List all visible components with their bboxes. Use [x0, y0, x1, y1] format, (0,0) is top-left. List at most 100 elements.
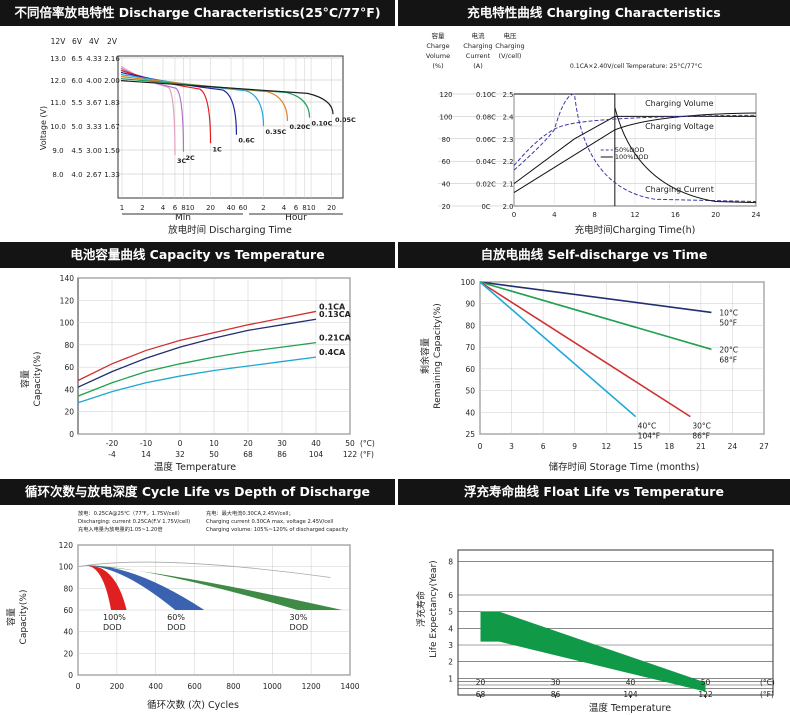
- x-tick-label: 16: [671, 211, 680, 219]
- x-tick-label: 12: [631, 211, 640, 219]
- y-tick-label: 50: [465, 387, 475, 396]
- y-axis-label: Capacity(%): [33, 352, 43, 407]
- y-tick-label: 40: [465, 408, 475, 417]
- x-tick-label: 800: [226, 682, 241, 691]
- y-tick-label: 80: [442, 136, 451, 144]
- series-label: 0.35C: [266, 128, 287, 136]
- x-tick-label: 10: [307, 204, 316, 212]
- current-100-line: [614, 107, 757, 204]
- y-tick-label: 1: [448, 674, 453, 683]
- series-label: 40°C: [638, 422, 657, 431]
- series-label: 10°C: [719, 308, 738, 317]
- x-tick-label: 8: [592, 211, 596, 219]
- x-tick-label: 122: [343, 450, 358, 459]
- x-axis-label: 储存时间 Storage Time (months): [549, 461, 700, 473]
- x-tick-label: 20: [711, 211, 720, 219]
- self-discharge-chart: 剩余容量 Remaining Capacity(%) 1009080706050…: [419, 278, 769, 473]
- voltage-tick-label: 6.5: [71, 55, 82, 63]
- y-tick-label: 2.5: [503, 91, 514, 99]
- x-axis-label: 充电时间Charging Time(h): [575, 224, 696, 236]
- x-tick-label: 21: [696, 442, 706, 451]
- voltage-tick-label: 12.0: [50, 77, 66, 85]
- panel-title: 浮充寿命曲线 Float Life vs Temperature: [398, 479, 790, 505]
- dod-label: 60%: [167, 613, 185, 622]
- column-header: Charging: [495, 42, 524, 50]
- x-tick-label: 3: [509, 442, 514, 451]
- x-tick-label: 50: [701, 678, 711, 687]
- note-text: Discharging: current 0.25CA(F.V 1.75V/ce…: [78, 519, 190, 525]
- dod-label: DOD: [167, 623, 186, 632]
- x-tick-label: 32: [175, 450, 185, 459]
- series-line: [120, 71, 238, 135]
- y-tick-label: 120: [440, 91, 453, 99]
- x-tick-label: 10: [186, 204, 195, 212]
- voltage-header: 4V: [89, 37, 100, 46]
- x-unit-label: (°F): [760, 690, 774, 699]
- voltage-tick-label: 3.00: [86, 147, 102, 155]
- y-axis-label: Voltage (V): [39, 106, 48, 150]
- x-tick-label: 20: [476, 678, 486, 687]
- x-axis-label: 放电时间 Discharging Time: [168, 224, 292, 236]
- y-axis-label: Capacity(%): [19, 590, 29, 645]
- series-line: [120, 80, 334, 115]
- series-label: 0.13CA: [319, 310, 352, 319]
- series-label: 0.4CA: [319, 348, 346, 357]
- y-tick-label: 0C: [481, 203, 490, 211]
- x-tick-label: 50: [209, 450, 219, 459]
- y-tick-label: 0.10C: [476, 91, 496, 99]
- x-tick-label: 68: [243, 450, 253, 459]
- voltage-tick-label: 2.16: [104, 55, 120, 63]
- charging-chart: 容量 Charge Volume (%) 电流 Charging Current (A) 电压 C…: [426, 31, 761, 236]
- y-axis-label-cn: 浮充寿命: [415, 591, 427, 627]
- series-label: 20°C: [719, 345, 738, 354]
- x-tick-label: 60: [239, 204, 248, 212]
- series-line: [120, 73, 265, 127]
- reference-curve: [77, 561, 331, 578]
- plot-frame: [457, 549, 774, 696]
- x-tick-label: 20: [327, 204, 336, 212]
- x-tick-label: 104: [309, 450, 324, 459]
- voltage-tick-label: 8.0: [52, 171, 63, 179]
- y-tick-label: 60: [465, 365, 475, 374]
- dod-band: [85, 565, 205, 610]
- series-label: 0.6C: [238, 137, 255, 145]
- panel-title: 不同倍率放电特性 Discharge Characteristics(25°C/…: [0, 0, 395, 26]
- note-text: Charging volume: 105%~120% of discharged…: [206, 527, 348, 533]
- x-tick-label: 104: [623, 690, 638, 699]
- x-tick-label: -20: [106, 439, 118, 448]
- x-tick-label: 9: [572, 442, 577, 451]
- voltage-tick-label: 11.0: [50, 99, 66, 107]
- x-tick-label: 40: [626, 678, 636, 687]
- series-label: 1C: [213, 145, 223, 153]
- series-line: [479, 281, 637, 418]
- chart-note: 0.1CA×2.40V/cell Temperature: 25°C/77°C: [570, 62, 702, 70]
- y-tick-label: 70: [465, 343, 475, 352]
- series-label: 2C: [185, 154, 195, 162]
- x-tick-label: 1: [120, 204, 124, 212]
- column-header: Charge: [426, 42, 449, 50]
- x-tick-label: 4: [161, 204, 166, 212]
- panel-cycle-life: 循环次数与放电深度 Cycle Life vs Depth of Dischar…: [0, 479, 395, 715]
- x-group-hour: Hour: [285, 213, 307, 223]
- series-label: Charging Current: [645, 185, 714, 194]
- y-tick-label: 40: [64, 385, 74, 394]
- y-tick-label: 8: [448, 558, 453, 567]
- dod-band: [85, 565, 343, 610]
- y-tick-label: 40: [442, 181, 451, 189]
- dod-label: 30%: [290, 613, 308, 622]
- voltage-tick-label: 5.5: [71, 99, 82, 107]
- voltage-tick-label: 10.0: [50, 123, 66, 131]
- panel-discharge: 不同倍率放电特性 Discharge Characteristics(25°C/…: [0, 0, 395, 240]
- x-tick-label: 8: [302, 204, 306, 212]
- x-tick-label: 68: [476, 690, 486, 699]
- voltage-header: 2V: [107, 37, 118, 46]
- series-line: [77, 341, 317, 397]
- x-tick-label: 4: [552, 211, 557, 219]
- x-tick-label: 1000: [263, 682, 282, 691]
- series-label: Charging Voltage: [645, 122, 714, 131]
- x-tick-label: 14: [141, 450, 151, 459]
- column-header: 电流: [472, 31, 486, 40]
- y-tick-label: 90: [465, 300, 475, 309]
- note-text: Charging current 0.30CA max, voltage 2.4…: [206, 519, 333, 525]
